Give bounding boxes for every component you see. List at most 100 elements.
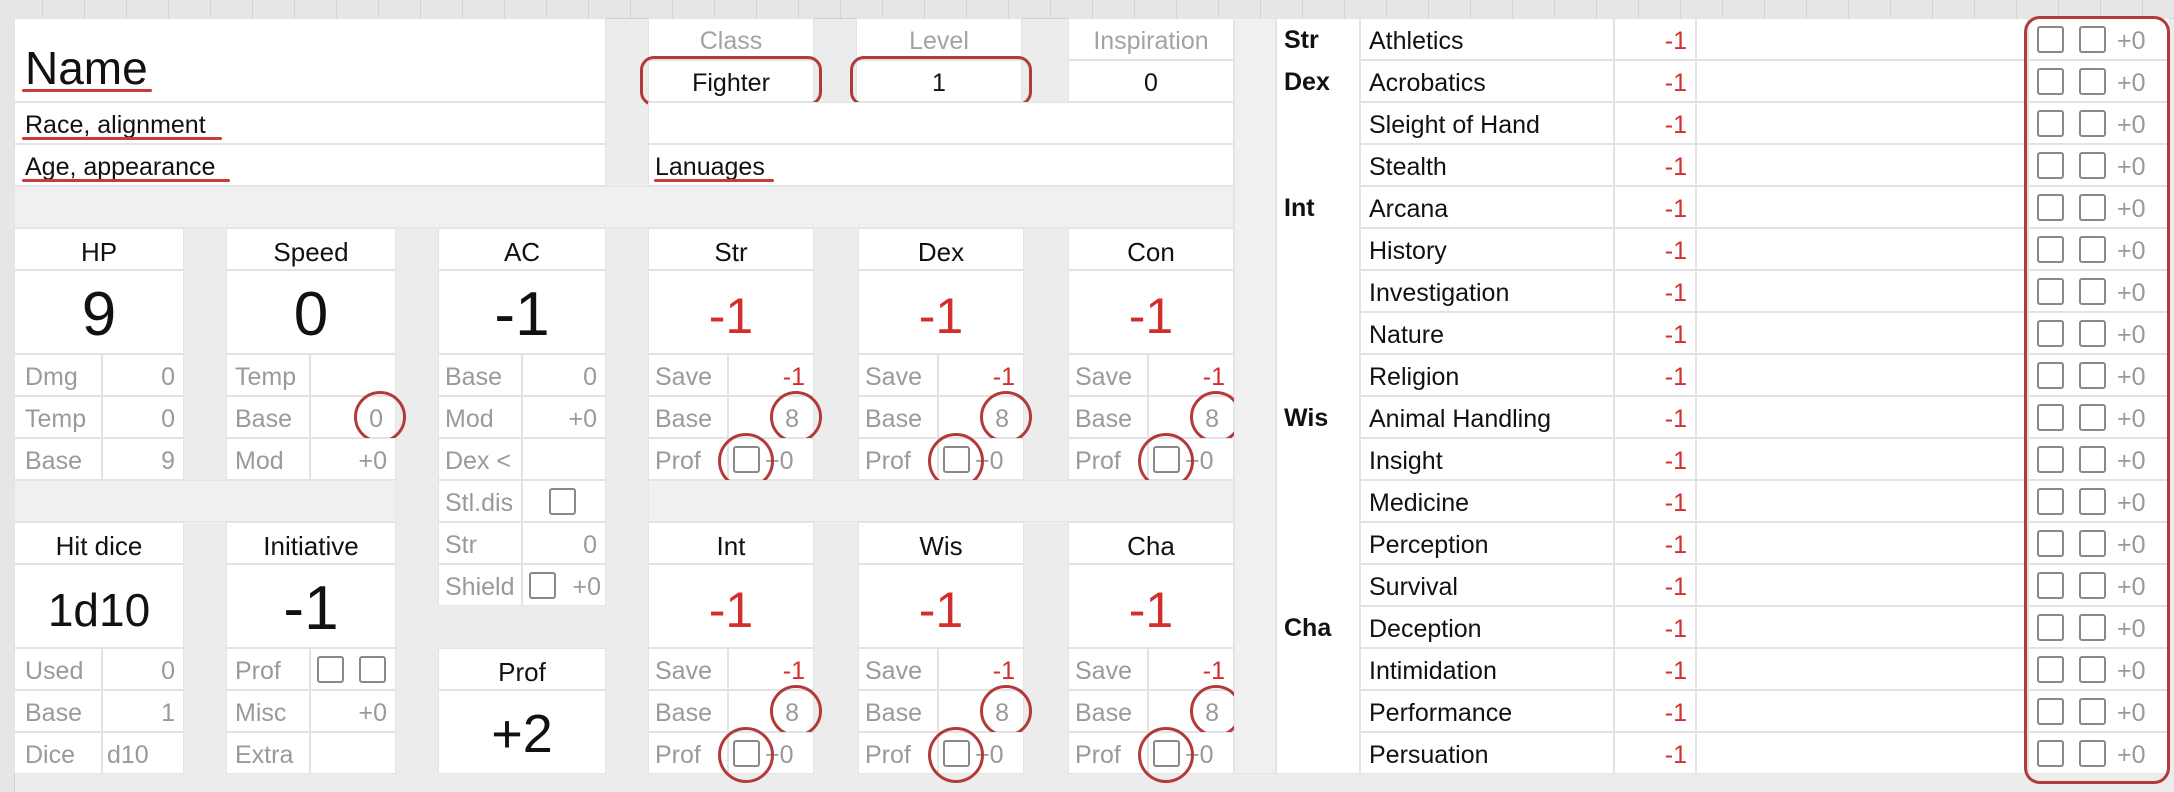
- skill-religion-expertise-checkbox[interactable]: [2079, 362, 2106, 389]
- skill-intimidation-prof-checkbox[interactable]: [2037, 656, 2064, 683]
- skill-acrobatics-prof-checkbox[interactable]: [2037, 68, 2064, 95]
- hitdice-row-value[interactable]: 0: [102, 648, 184, 690]
- skill-arcana-expertise-checkbox[interactable]: [2079, 194, 2106, 221]
- column-header-cell[interactable]: [1008, 0, 1051, 18]
- skill-notes-cell[interactable]: [1696, 312, 2028, 354]
- column-header-cell[interactable]: [504, 0, 547, 18]
- column-header-cell[interactable]: [588, 0, 631, 18]
- skill-notes-cell[interactable]: [1696, 228, 2028, 270]
- column-header-cell[interactable]: [756, 0, 799, 18]
- column-header-cell[interactable]: [42, 0, 85, 18]
- column-header-cell[interactable]: [1596, 0, 1639, 18]
- skill-notes-cell[interactable]: [1696, 60, 2028, 102]
- ac-row-value[interactable]: 0: [522, 354, 606, 396]
- column-header-cell[interactable]: [2016, 0, 2059, 18]
- skill-insight-prof-checkbox[interactable]: [2037, 446, 2064, 473]
- skill-performance-expertise-checkbox[interactable]: [2079, 698, 2106, 725]
- skill-notes-cell[interactable]: [1696, 144, 2028, 186]
- column-header-cell[interactable]: [1806, 0, 1849, 18]
- skill-survival-expertise-checkbox[interactable]: [2079, 572, 2106, 599]
- skill-insight-expertise-checkbox[interactable]: [2079, 446, 2106, 473]
- skill-notes-cell[interactable]: [1696, 648, 2028, 690]
- skill-deception-prof-checkbox[interactable]: [2037, 614, 2064, 641]
- skill-perception-expertise-checkbox[interactable]: [2079, 530, 2106, 557]
- column-header-cell[interactable]: [1974, 0, 2017, 18]
- skill-deception-expertise-checkbox[interactable]: [2079, 614, 2106, 641]
- column-header-cell[interactable]: [1554, 0, 1597, 18]
- column-header-cell[interactable]: [126, 0, 169, 18]
- skill-perception-prof-checkbox[interactable]: [2037, 530, 2064, 557]
- column-header-cell[interactable]: [1512, 0, 1555, 18]
- class-value-cell[interactable]: Fighter: [648, 60, 814, 102]
- skill-notes-cell[interactable]: [1696, 480, 2028, 522]
- column-header-cell[interactable]: [1050, 0, 1093, 18]
- column-header-cell[interactable]: [1932, 0, 1975, 18]
- speed-row-value[interactable]: [310, 354, 396, 396]
- skill-notes-cell[interactable]: [1696, 270, 2028, 312]
- column-header-cell[interactable]: [210, 0, 253, 18]
- skill-acrobatics-expertise-checkbox[interactable]: [2079, 68, 2106, 95]
- skill-history-expertise-checkbox[interactable]: [2079, 236, 2106, 263]
- skill-athletics-prof-checkbox[interactable]: [2037, 26, 2064, 53]
- column-header-cell[interactable]: [1470, 0, 1513, 18]
- column-header-cell[interactable]: [714, 0, 757, 18]
- initiative-misc-value-cell[interactable]: +0: [310, 690, 396, 732]
- skill-investigation-expertise-checkbox[interactable]: [2079, 278, 2106, 305]
- column-header-cell[interactable]: [924, 0, 967, 18]
- skill-nature-expertise-checkbox[interactable]: [2079, 320, 2106, 347]
- skill-stealth-expertise-checkbox[interactable]: [2079, 152, 2106, 179]
- skill-stealth-prof-checkbox[interactable]: [2037, 152, 2064, 179]
- column-header-cell[interactable]: [1176, 0, 1219, 18]
- column-header-cell[interactable]: [1428, 0, 1471, 18]
- speed-row-value[interactable]: +0: [310, 438, 396, 480]
- column-header-cell[interactable]: [1848, 0, 1891, 18]
- column-header-cell[interactable]: [798, 0, 841, 18]
- skill-survival-prof-checkbox[interactable]: [2037, 572, 2064, 599]
- column-header-cell[interactable]: [462, 0, 505, 18]
- column-header-cell[interactable]: [84, 0, 127, 18]
- skill-religion-prof-checkbox[interactable]: [2037, 362, 2064, 389]
- column-header-cell[interactable]: [1764, 0, 1807, 18]
- column-header-cell[interactable]: [378, 0, 421, 18]
- skill-investigation-prof-checkbox[interactable]: [2037, 278, 2064, 305]
- skill-notes-cell[interactable]: [1696, 102, 2028, 144]
- skill-notes-cell[interactable]: [1696, 732, 2028, 774]
- stealth-disadvantage-checkbox[interactable]: [549, 488, 576, 515]
- initiative-prof-checkbox[interactable]: [317, 656, 344, 683]
- skill-notes-cell[interactable]: [1696, 690, 2028, 732]
- skill-notes-cell[interactable]: [1696, 438, 2028, 480]
- column-header-cell[interactable]: [2058, 0, 2101, 18]
- column-header-cell[interactable]: [420, 0, 463, 18]
- skill-medicine-expertise-checkbox[interactable]: [2079, 488, 2106, 515]
- column-header-cell[interactable]: [1638, 0, 1681, 18]
- column-header-cell[interactable]: [1260, 0, 1303, 18]
- skill-notes-cell[interactable]: [1696, 564, 2028, 606]
- skill-notes-cell[interactable]: [1696, 354, 2028, 396]
- column-header-cell[interactable]: [336, 0, 379, 18]
- hp-row-value[interactable]: 9: [102, 438, 184, 480]
- initiative-expertise-checkbox[interactable]: [359, 656, 386, 683]
- skill-sleight-of-hand-prof-checkbox[interactable]: [2037, 110, 2064, 137]
- skill-animal-handling-expertise-checkbox[interactable]: [2079, 404, 2106, 431]
- column-header-cell[interactable]: [1344, 0, 1387, 18]
- column-header-cell[interactable]: [840, 0, 883, 18]
- hitdice-row-value[interactable]: 1: [102, 690, 184, 732]
- skill-sleight-of-hand-expertise-checkbox[interactable]: [2079, 110, 2106, 137]
- name-cell[interactable]: Name: [14, 18, 606, 102]
- level-value-cell[interactable]: 1: [856, 60, 1022, 102]
- shield-checkbox[interactable]: [529, 572, 556, 599]
- column-header-cell[interactable]: [966, 0, 1009, 18]
- column-header-cell[interactable]: [0, 0, 43, 18]
- skill-notes-cell[interactable]: [1696, 522, 2028, 564]
- inspiration-value-cell[interactable]: 0: [1068, 60, 1234, 102]
- initiative-extra-value-cell[interactable]: [310, 732, 396, 774]
- column-header-cell[interactable]: [672, 0, 715, 18]
- skill-history-prof-checkbox[interactable]: [2037, 236, 2064, 263]
- skill-athletics-expertise-checkbox[interactable]: [2079, 26, 2106, 53]
- column-header-cell[interactable]: [1134, 0, 1177, 18]
- race-alignment-cell[interactable]: Race, alignment: [14, 102, 606, 144]
- skill-persuation-expertise-checkbox[interactable]: [2079, 740, 2106, 767]
- column-header-cell[interactable]: [1680, 0, 1723, 18]
- column-header-cell[interactable]: [1218, 0, 1261, 18]
- column-header-cell[interactable]: [546, 0, 589, 18]
